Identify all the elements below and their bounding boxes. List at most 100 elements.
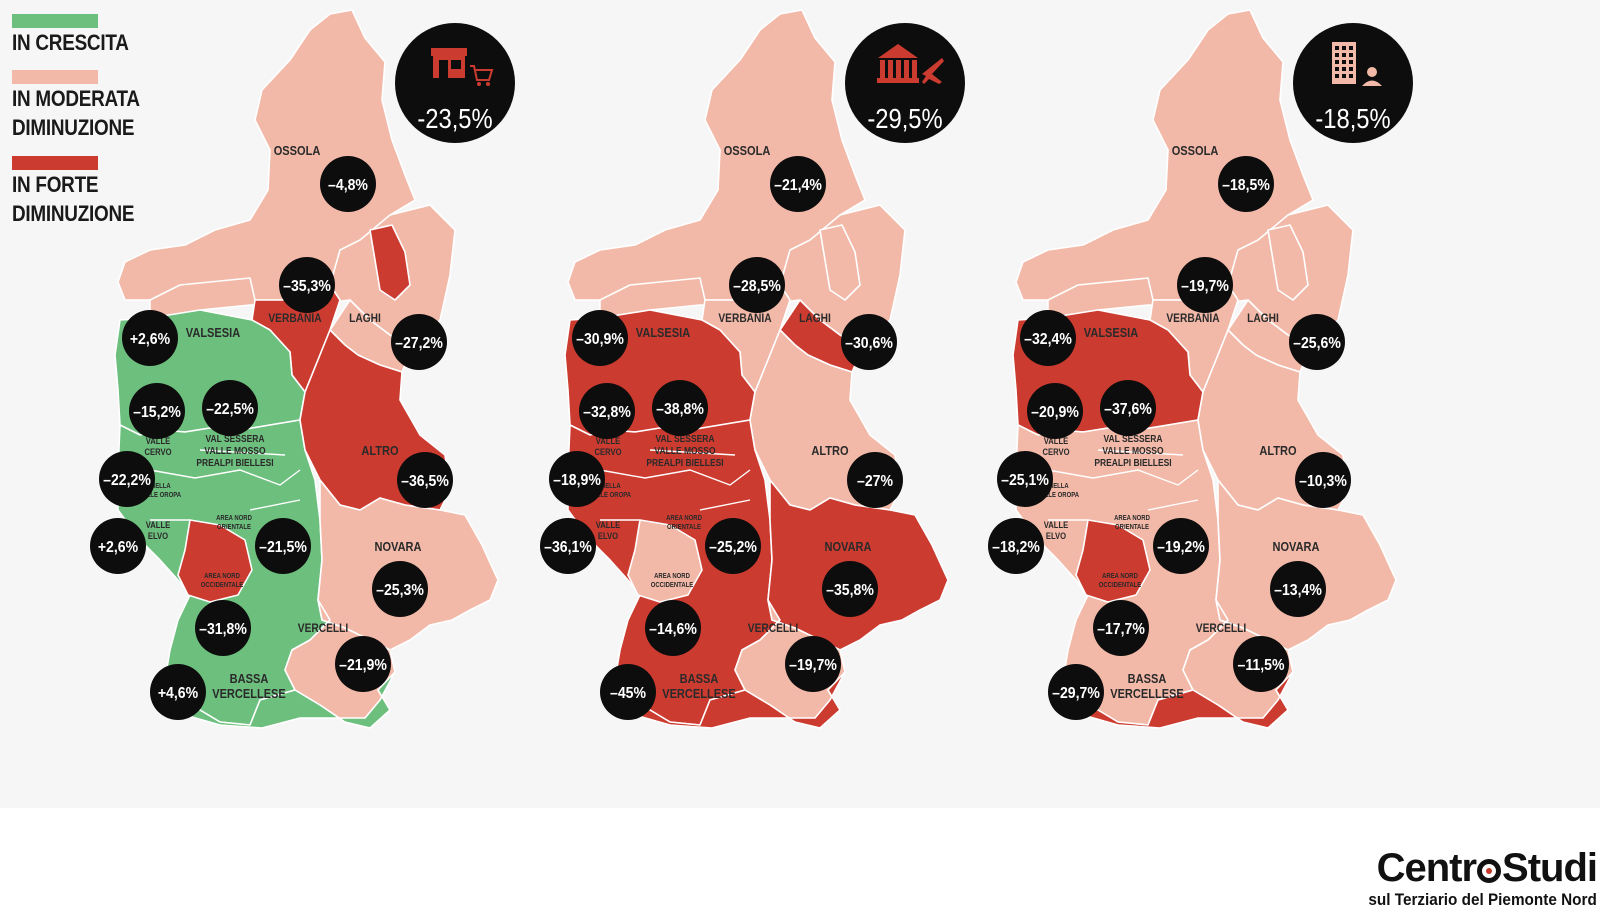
value-badge-vercelli: –21,9% [335,636,391,692]
svg-text:–22,5%: –22,5% [206,400,254,418]
bank-plane-icon [877,44,944,84]
label-area-nord-occidentale: AREA NORD OCCIDENTALE [201,573,244,590]
value-badge-valle-elvo: –36,1% [540,518,596,574]
label-valle-elvo: VALLE ELVO [146,519,171,541]
brand-name-right: Studi [1502,846,1598,890]
legend-swatch-moderata [12,70,98,84]
svg-text:–35,3%: –35,3% [283,277,331,295]
value-badge-verbania: –28,5% [729,257,785,313]
subborders [599,449,751,521]
svg-text:–37,6%: –37,6% [1104,400,1152,418]
value-badge-novara: –25,3% [372,561,428,617]
svg-text:+2,6%: +2,6% [130,330,170,348]
svg-text:–32,8%: –32,8% [583,403,631,421]
total-badge-3: -18,5% [1293,23,1413,143]
legend-label-forte-1: IN FORTE [12,172,99,197]
value-badge-altro: –10,3% [1295,452,1351,508]
value-badge-area-nord-occidentale: –17,7% [1093,600,1149,656]
svg-text:–19,2%: –19,2% [1157,538,1205,556]
svg-text:+2,6%: +2,6% [98,538,138,556]
value-badge-altro: –27% [847,452,903,508]
svg-text:–25,2%: –25,2% [709,538,757,556]
value-badge-bassa: –45% [600,664,656,720]
svg-text:–15,2%: –15,2% [133,403,181,421]
svg-text:–27,2%: –27,2% [395,334,443,352]
value-badge-verbania: –19,7% [1177,257,1233,313]
legend-swatch-forte [12,156,98,170]
value-badge-novara: –13,4% [1270,561,1326,617]
svg-text:–45%: –45% [610,684,646,702]
value-badge-laghi: –25,6% [1289,314,1345,370]
value-badge-area-nord-occidentale: –31,8% [195,600,251,656]
svg-text:–36,1%: –36,1% [544,538,592,556]
value-badge-ossola: –4,8% [320,156,376,212]
value-badge-altro: –36,5% [397,452,453,508]
svg-text:–10,3%: –10,3% [1299,472,1347,490]
subborders [149,449,301,521]
value-badge-val-sessera: –38,8% [652,380,708,436]
value-badge-area-nord-orientale: –25,2% [705,518,761,574]
label-vercelli: VERCELLI [1196,622,1246,635]
svg-text:–25,1%: –25,1% [1001,471,1049,489]
value-badge-valle-cervo: –15,2% [129,383,185,439]
total-value-1: -23,5% [417,102,492,134]
label-val-sessera: VAL SESSERA VALLE MOSSO PREALPI BIELLESI [646,433,723,468]
brand-name-left: Centr [1376,846,1477,890]
svg-text:–21,9%: –21,9% [339,656,387,674]
svg-text:–30,9%: –30,9% [576,330,624,348]
label-valle-elvo: VALLE ELVO [596,519,621,541]
label-bassa: BASSA VERCELLESE [1110,671,1184,701]
svg-text:–13,4%: –13,4% [1274,581,1322,599]
label-val-sessera: VAL SESSERA VALLE MOSSO PREALPI BIELLESI [1094,433,1171,468]
value-badge-ossola: –18,5% [1218,156,1274,212]
svg-text:–28,5%: –28,5% [733,277,781,295]
svg-text:–18,9%: –18,9% [553,471,601,489]
label-valsesia: VALSESIA [636,325,691,340]
value-badge-val-sessera: –22,5% [202,380,258,436]
value-badge-biella: –22,2% [99,451,155,507]
label-biella: BIELLA VALLE OROPA [139,483,181,500]
label-area-nord-occidentale: AREA NORD OCCIDENTALE [1099,573,1142,590]
label-area-nord-orientale: AREA NORD ORIENTALE [666,515,702,532]
svg-text:–20,9%: –20,9% [1031,403,1079,421]
label-laghi: LAGHI [1247,312,1279,325]
label-novara: NOVARA [1273,539,1320,554]
value-badge-valle-elvo: +2,6% [90,518,146,574]
brand-name: Centr Studi [1343,846,1598,890]
svg-text:–11,5%: –11,5% [1238,656,1285,674]
value-badge-ossola: –21,4% [770,156,826,212]
value-badge-laghi: –30,6% [841,314,897,370]
label-biella: BIELLA VALLE OROPA [1037,483,1079,500]
svg-text:–29,7%: –29,7% [1052,684,1100,702]
label-bassa: BASSA VERCELLESE [212,671,286,701]
label-val-sessera: VAL SESSERA VALLE MOSSO PREALPI BIELLESI [196,433,273,468]
total-badge-2: -29,5% [845,23,965,143]
region-bassa [627,671,846,729]
total-value-2: -29,5% [867,102,942,134]
value-badge-val-sessera: –37,6% [1100,380,1156,436]
label-ossola: OSSOLA [724,143,771,158]
label-ossola: OSSOLA [1172,143,1219,158]
label-valle-cervo: VALLE CERVO [594,435,622,457]
svg-text:–18,2%: –18,2% [992,538,1040,556]
svg-text:–18,5%: –18,5% [1222,176,1270,194]
label-novara: NOVARA [375,539,422,554]
svg-text:–30,6%: –30,6% [845,334,893,352]
label-verbania: VERBANIA [268,312,321,325]
brand-subtitle: sul Terziario del Piemonte Nord [1368,890,1597,909]
map-1: OSSOLA VERBANIA LAGHI VALSESIA ALTRO NOVARA VE… [90,9,515,729]
value-badge-vercelli: –11,5% [1233,636,1289,692]
region-area-nord-occidentale [627,519,703,603]
value-badge-valsesia: –32,4% [1020,310,1076,366]
value-badge-area-nord-occidentale: –14,6% [645,600,701,656]
svg-text:–22,2%: –22,2% [103,471,151,489]
label-verbania: VERBANIA [1166,312,1219,325]
svg-text:+4,6%: +4,6% [158,684,198,702]
svg-text:–14,6%: –14,6% [649,620,697,638]
svg-text:–27%: –27% [857,472,893,490]
label-biella: BIELLA VALLE OROPA [589,483,631,500]
value-badge-valle-cervo: –20,9% [1027,383,1083,439]
label-valle-cervo: VALLE CERVO [1042,435,1070,457]
label-verbania: VERBANIA [718,312,771,325]
label-area-nord-orientale: AREA NORD ORIENTALE [216,515,252,532]
